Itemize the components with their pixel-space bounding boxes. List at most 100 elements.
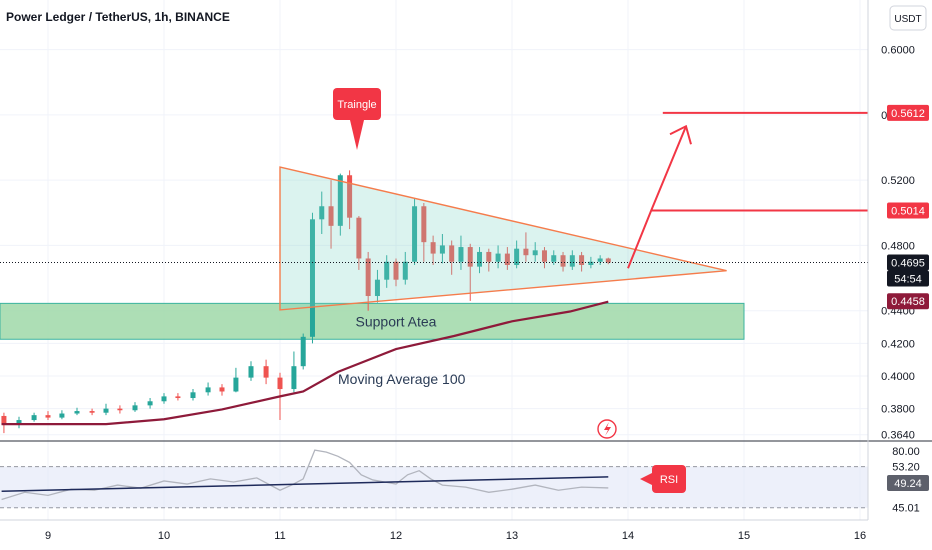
candle-body — [458, 247, 464, 262]
time-tick-label: 16 — [854, 530, 866, 542]
candle — [190, 389, 196, 401]
candle — [449, 240, 455, 275]
candle — [337, 173, 343, 236]
candle-body — [467, 247, 473, 267]
candle — [365, 251, 371, 311]
currency-button-label: USDT — [894, 14, 921, 25]
candle — [309, 212, 315, 344]
candle-body — [319, 206, 325, 220]
candle — [412, 198, 418, 266]
candle — [588, 256, 594, 269]
candle-body — [588, 261, 594, 266]
candle — [89, 408, 95, 416]
candle — [263, 359, 269, 385]
candle-body — [402, 261, 408, 280]
candle-body — [560, 255, 566, 267]
rsi-band-lines — [0, 466, 868, 509]
candle-body — [532, 250, 538, 256]
candle — [103, 403, 109, 416]
projection-arrow-head — [669, 124, 692, 145]
candle — [1, 412, 7, 434]
triangle-pattern — [279, 166, 727, 311]
triangle-callout: Traingle — [333, 88, 381, 150]
rsi-line — [1, 449, 609, 501]
price-tick-label: 0.3640 — [881, 430, 915, 442]
candle — [356, 216, 362, 270]
candle — [132, 402, 138, 412]
candle — [532, 242, 538, 262]
candle — [514, 240, 520, 269]
candle — [430, 235, 436, 266]
candle-body — [161, 396, 167, 402]
price-badge-countdown: 54:54 — [887, 270, 929, 287]
candle — [347, 170, 353, 230]
candle-body — [59, 413, 65, 418]
rsi-tick-label: 80.00 — [892, 446, 920, 458]
triangle-callout-label: Traingle — [337, 99, 376, 111]
time-tick-label: 9 — [45, 530, 51, 542]
candle-body — [205, 387, 211, 393]
price-badge-value: 0.4458 — [891, 296, 925, 308]
grid — [0, 0, 868, 520]
candle-body — [449, 245, 455, 262]
candle-body — [291, 366, 297, 390]
candle — [439, 234, 445, 264]
lightning-icon[interactable] — [597, 419, 617, 439]
price-tick-label: 0.5200 — [881, 175, 915, 187]
candle-body — [605, 258, 611, 263]
time-tick-label: 11 — [274, 530, 285, 542]
candle — [477, 247, 483, 274]
rsi-axis: 80.00 53.20 49.24 45.01 — [887, 446, 929, 515]
candle-body — [132, 405, 138, 411]
candle — [45, 411, 51, 421]
candle — [458, 235, 464, 270]
candle — [384, 255, 390, 288]
candle-body — [175, 396, 181, 399]
candle — [579, 251, 585, 272]
candle-body — [569, 255, 575, 267]
candle-body — [263, 366, 269, 378]
candle-body — [45, 415, 51, 418]
candle-body — [551, 255, 557, 262]
candle — [161, 393, 167, 404]
time-tick-label: 12 — [390, 530, 402, 542]
candle — [569, 250, 575, 270]
candle-body — [147, 401, 153, 406]
currency-button[interactable]: USDT — [889, 5, 927, 31]
candle — [402, 251, 408, 285]
time-tick-label: 10 — [158, 530, 170, 542]
candle — [393, 258, 399, 287]
candle — [31, 412, 37, 422]
candle-body — [495, 253, 501, 262]
candle — [374, 269, 380, 303]
price-badge-target: 0.5612 — [887, 104, 929, 121]
candle — [233, 367, 239, 393]
candle — [300, 333, 306, 370]
price-tick-label: 0.3800 — [881, 404, 915, 416]
price-badges: 0.5612 0.5014 0.4695 54:54 0.4458 — [887, 104, 929, 310]
candle-body — [233, 377, 239, 392]
candle-body — [365, 258, 371, 297]
candle-body — [477, 251, 483, 267]
candle-body — [277, 377, 283, 390]
price-badge-value: 54:54 — [894, 274, 922, 286]
candle-body — [412, 206, 418, 262]
candle-body — [579, 255, 585, 266]
candle-body — [374, 279, 380, 297]
candle-body — [514, 248, 520, 266]
time-axis: 9 10 11 12 13 14 15 16 — [0, 519, 868, 542]
candle-body — [541, 250, 547, 262]
candle — [175, 393, 181, 401]
candle — [205, 382, 211, 396]
price-badge-bg — [887, 254, 929, 271]
candle — [291, 351, 297, 393]
candle-body — [523, 248, 529, 256]
candle — [74, 407, 80, 416]
candle-body — [16, 420, 22, 425]
candle — [219, 384, 225, 396]
price-badge-bg — [887, 104, 929, 121]
candle — [551, 250, 557, 266]
candle — [59, 410, 65, 420]
candle-body — [103, 408, 109, 413]
